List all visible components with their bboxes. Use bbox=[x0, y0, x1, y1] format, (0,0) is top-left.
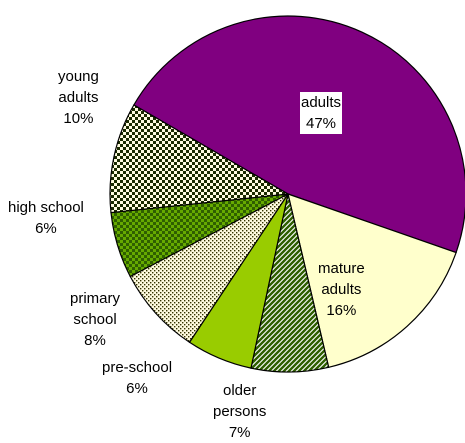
pie-slice-mature-adults bbox=[287, 193, 457, 369]
slice-percent: 7% bbox=[228, 424, 251, 441]
slice-label-text: primary bbox=[70, 290, 121, 307]
pie-slice-primary-school bbox=[129, 193, 289, 344]
slice-label-adults: adults 47% bbox=[300, 92, 343, 134]
slice-label-text: young bbox=[58, 68, 99, 85]
pie-slice-adults bbox=[133, 15, 465, 254]
slice-label-text: school bbox=[73, 311, 117, 328]
slice-percent: 10% bbox=[63, 110, 94, 127]
slice-label-primary-school: primary school 8% bbox=[70, 288, 120, 351]
slice-label-text: older bbox=[223, 382, 257, 399]
slice-label-text: persons bbox=[213, 403, 267, 420]
pie-slice-young-adults bbox=[109, 104, 290, 214]
slice-label-high-school: high school 6% bbox=[8, 197, 84, 239]
slice-label-text: adults bbox=[321, 281, 362, 298]
slice-percent: 47% bbox=[306, 115, 337, 132]
slice-label-text: mature bbox=[318, 260, 365, 277]
slice-percent: 16% bbox=[326, 302, 357, 319]
slice-percent: 8% bbox=[84, 332, 106, 349]
slice-label-young-adults: young adults 10% bbox=[58, 66, 99, 129]
slice-percent: 6% bbox=[126, 380, 148, 397]
slice-label-text: high school bbox=[8, 199, 84, 216]
slice-label-text: pre-school bbox=[102, 359, 173, 376]
slice-label-mature-adults: mature adults 16% bbox=[318, 258, 365, 321]
slice-label-older-persons: older persons 7% bbox=[213, 380, 266, 443]
slice-label-text: adults bbox=[301, 94, 342, 111]
slice-percent: 6% bbox=[35, 220, 57, 237]
slice-label-pre-school: pre-school 6% bbox=[102, 357, 172, 399]
slice-label-text: adults bbox=[58, 89, 99, 106]
